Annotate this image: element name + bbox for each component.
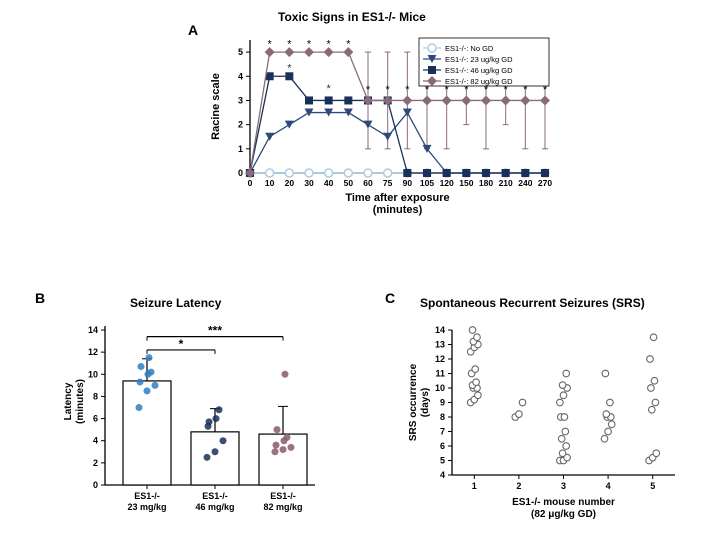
svg-text:3: 3 (561, 481, 566, 491)
svg-text:20: 20 (285, 178, 295, 188)
svg-text:(82 μg/kg GD): (82 μg/kg GD) (531, 509, 596, 520)
svg-text:50: 50 (344, 178, 354, 188)
svg-text:90: 90 (403, 178, 413, 188)
svg-text:SRS occurrence: SRS occurrence (408, 363, 419, 441)
svg-text:5: 5 (440, 456, 445, 466)
svg-text:Racine scale: Racine scale (210, 73, 222, 140)
svg-text:0: 0 (93, 480, 98, 490)
svg-text:10: 10 (88, 369, 98, 379)
svg-text:*: * (327, 83, 332, 95)
svg-text:*: * (386, 84, 391, 96)
panel-c-chart: 456789101112131412345SRS occurrence(days… (400, 315, 690, 530)
panel-b-chart: 02468101214ES1-/-23 mg/kgES1-/-46 mg/kgE… (55, 310, 330, 530)
svg-text:(minutes): (minutes) (75, 379, 86, 424)
svg-text:150: 150 (459, 178, 473, 188)
svg-text:4: 4 (93, 436, 98, 446)
svg-text:9: 9 (440, 398, 445, 408)
svg-text:Time after exposure: Time after exposure (345, 192, 449, 204)
svg-text:6: 6 (440, 441, 445, 451)
svg-text:ES1-/-: 82 ug/kg GD: ES1-/-: 82 ug/kg GD (445, 77, 513, 86)
svg-text:14: 14 (435, 325, 445, 335)
svg-text:*: * (307, 38, 312, 50)
panel-a-chart: 0123450102030405060759010512015018021024… (205, 28, 555, 218)
svg-text:ES1-/-: 23 ug/kg GD: ES1-/-: 23 ug/kg GD (445, 55, 513, 64)
svg-text:ES1-/-: No GD: ES1-/-: No GD (445, 44, 494, 53)
svg-text:210: 210 (499, 178, 513, 188)
panel-a-title: Toxic Signs in ES1-/- Mice (278, 10, 426, 24)
svg-text:5: 5 (238, 47, 243, 57)
svg-text:120: 120 (440, 178, 454, 188)
svg-text:13: 13 (435, 340, 445, 350)
svg-text:*: * (327, 38, 332, 50)
svg-text:8: 8 (93, 391, 98, 401)
svg-text:270: 270 (538, 178, 552, 188)
svg-text:46 mg/kg: 46 mg/kg (195, 502, 234, 512)
svg-text:*: * (179, 337, 184, 351)
svg-text:4: 4 (238, 71, 243, 81)
svg-text:*: * (366, 84, 371, 96)
svg-text:0: 0 (238, 168, 243, 178)
svg-text:23 mg/kg: 23 mg/kg (127, 502, 166, 512)
svg-text:*: * (268, 38, 273, 50)
svg-text:60: 60 (363, 178, 373, 188)
svg-text:14: 14 (88, 325, 98, 335)
svg-text:105: 105 (420, 178, 434, 188)
svg-text:5: 5 (650, 481, 655, 491)
svg-text:*: * (405, 84, 410, 96)
panel-b-label: B (35, 290, 45, 306)
svg-text:*: * (287, 62, 292, 74)
panel-b-title: Seizure Latency (130, 296, 221, 310)
svg-text:8: 8 (440, 412, 445, 422)
svg-text:*: * (346, 38, 351, 50)
svg-text:4: 4 (440, 470, 445, 480)
svg-text:ES1-/-: 46 ug/kg GD: ES1-/-: 46 ug/kg GD (445, 66, 513, 75)
svg-text:11: 11 (435, 369, 445, 379)
svg-text:30: 30 (304, 178, 314, 188)
svg-text:0: 0 (248, 178, 253, 188)
panel-a-label: A (188, 22, 198, 38)
svg-text:6: 6 (93, 414, 98, 424)
svg-text:3: 3 (238, 95, 243, 105)
svg-text:10: 10 (265, 178, 275, 188)
svg-text:ES1-/-: ES1-/- (270, 491, 296, 501)
svg-text:2: 2 (516, 481, 521, 491)
svg-text:7: 7 (440, 427, 445, 437)
svg-text:1: 1 (472, 481, 477, 491)
svg-text:ES1-/-: ES1-/- (134, 491, 160, 501)
svg-text:180: 180 (479, 178, 493, 188)
svg-text:75: 75 (383, 178, 393, 188)
svg-text:ES1-/- mouse number: ES1-/- mouse number (512, 497, 615, 508)
svg-text:ES1-/-: ES1-/- (202, 491, 228, 501)
panel-c-label: C (385, 290, 395, 306)
svg-text:2: 2 (93, 458, 98, 468)
svg-text:***: *** (208, 324, 222, 338)
svg-text:10: 10 (435, 383, 445, 393)
svg-text:(days): (days) (420, 388, 431, 417)
svg-text:12: 12 (435, 354, 445, 364)
svg-text:2: 2 (238, 120, 243, 130)
svg-text:1: 1 (238, 144, 243, 154)
svg-text:12: 12 (88, 347, 98, 357)
svg-text:*: * (287, 38, 292, 50)
svg-text:240: 240 (518, 178, 532, 188)
svg-text:4: 4 (606, 481, 611, 491)
svg-text:82 mg/kg: 82 mg/kg (263, 502, 302, 512)
panel-c-title: Spontaneous Recurrent Seizures (SRS) (420, 296, 645, 310)
svg-text:(minutes): (minutes) (373, 204, 423, 216)
svg-text:40: 40 (324, 178, 334, 188)
svg-text:Latency: Latency (63, 382, 74, 420)
